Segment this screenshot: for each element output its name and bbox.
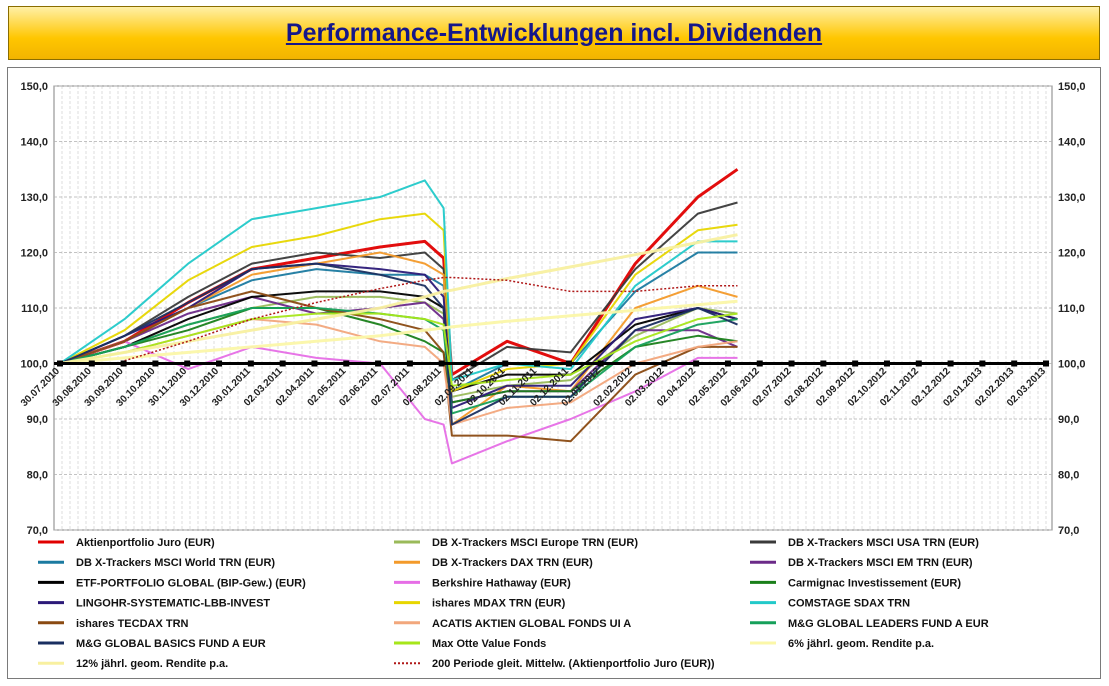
series-line-11: [59, 212, 738, 393]
legend-label: DB X-Trackers DAX TRN (EUR): [432, 557, 593, 569]
y-tick-label-left: 110,0: [21, 303, 48, 315]
baseline-marker: [247, 360, 254, 367]
series-line-18: [59, 299, 738, 365]
baseline-marker: [438, 360, 445, 367]
y-tick-label-right: 80,0: [1058, 470, 1079, 482]
legend-label: Berkshire Hathaway (EUR): [432, 577, 571, 589]
series-line-20: [124, 276, 738, 362]
y-tick-label-right: 150,0: [1058, 81, 1086, 93]
baseline-marker: [311, 360, 318, 367]
baseline-marker: [1011, 360, 1018, 367]
baseline-marker: [216, 360, 223, 367]
series-line-3: [59, 201, 738, 382]
baseline-marker: [57, 360, 63, 367]
legend-label: DB X-Trackers MSCI Europe TRN (EUR): [432, 537, 638, 549]
baseline-marker: [375, 360, 382, 367]
chart-title: Performance-Entwicklungen incl. Dividend…: [285, 18, 823, 47]
baseline-marker: [629, 360, 636, 367]
chart-title-banner: Performance-Entwicklungen incl. Dividend…: [8, 6, 1100, 60]
legend-label: LINGOHR-SYSTEMATIC-LBB-INVEST: [76, 598, 270, 610]
baseline-marker: [756, 360, 763, 367]
series-line-13: [59, 290, 738, 443]
legend-label: DB X-Trackers MSCI USA TRN (EUR): [788, 537, 979, 549]
baseline-marker: [565, 360, 572, 367]
baseline-marker: [1043, 360, 1049, 367]
legend-label: ETF-PORTFOLIO GLOBAL (BIP-Gew.) (EUR): [76, 577, 306, 589]
legend-label: Carmignac Investissement (EUR): [788, 577, 961, 589]
baseline-marker: [788, 360, 795, 367]
series-line-7: [59, 290, 738, 393]
y-tick-label-left: 140,0: [20, 137, 48, 149]
legend-label: 200 Periode gleit. Mittelw. (Aktienportf…: [432, 658, 715, 670]
baseline-marker: [88, 360, 95, 367]
y-tick-label-right: 130,0: [1058, 192, 1086, 204]
baseline-marker: [597, 360, 604, 367]
series-line-16: [59, 262, 738, 426]
baseline-marker: [502, 360, 509, 367]
baseline-marker: [883, 360, 890, 367]
y-tick-label-left: 80,0: [27, 470, 48, 482]
baseline-marker: [279, 360, 286, 367]
baseline-marker: [120, 360, 127, 367]
baseline-marker: [820, 360, 827, 367]
series-line-17: [59, 312, 738, 387]
baseline-marker: [343, 360, 350, 367]
y-tick-label-left: 70,0: [27, 525, 48, 537]
legend: Aktienportfolio Juro (EUR) DB X-Trackers …: [38, 537, 989, 670]
baseline-marker: [693, 360, 700, 367]
legend-label: ishares MDAX TRN (EUR): [432, 598, 566, 610]
baseline-marker: [979, 360, 986, 367]
y-tick-label-right: 110,0: [1058, 303, 1085, 315]
legend-label: Aktienportfolio Juro (EUR): [76, 537, 215, 549]
series-line-12: [59, 179, 738, 382]
baseline-marker: [852, 360, 859, 367]
y-tick-label-left: 120,0: [20, 248, 48, 260]
baseline-marker: [915, 360, 922, 367]
baseline-marker: [184, 360, 191, 367]
legend-label: M&G GLOBAL LEADERS FUND A EUR: [788, 618, 989, 630]
y-tick-label-right: 90,0: [1058, 414, 1079, 426]
y-tick-label-right: 120,0: [1058, 248, 1086, 260]
legend-label: DB X-Trackers MSCI World TRN (EUR): [76, 557, 275, 569]
legend-label: 6% jährl. geom. Rendite p.a.: [788, 638, 934, 650]
baseline-marker: [947, 360, 954, 367]
y-tick-label-left: 90,0: [27, 414, 48, 426]
baseline-marker: [534, 360, 541, 367]
chart-frame: 70,0 70,0 80,0 80,0 90,0 90,0 100,0 100,0 110,0 1…: [7, 67, 1101, 679]
series-line-10: [59, 262, 738, 409]
series-line-15: [59, 307, 738, 415]
legend-label: COMSTAGE SDAX TRN: [788, 598, 910, 610]
legend-label: ACATIS AKTIEN GLOBAL FONDS UI A: [432, 618, 631, 630]
baseline-marker: [724, 360, 731, 367]
y-tick-label-right: 100,0: [1058, 359, 1086, 371]
baseline-marker: [661, 360, 668, 367]
y-tick-label-left: 130,0: [20, 192, 48, 204]
y-tick-label-right: 140,0: [1058, 137, 1086, 149]
chart-svg: 70,0 70,0 80,0 80,0 90,0 90,0 100,0 100,0 110,0 1…: [19, 81, 1086, 670]
series-group: [59, 168, 739, 465]
baseline-marker: [470, 360, 477, 367]
legend-label: Max Otte Value Fonds: [432, 638, 546, 650]
legend-label: 12% jährl. geom. Rendite p.a.: [76, 658, 228, 670]
baseline-marker: [406, 360, 413, 367]
series-line-8: [59, 340, 738, 465]
y-tick-label-left: 150,0: [20, 81, 48, 93]
legend-label: DB X-Trackers MSCI EM TRN (EUR): [788, 557, 973, 569]
legend-label: ishares TECDAX TRN: [76, 618, 189, 630]
baseline-marker: [152, 360, 159, 367]
legend-label: M&G GLOBAL BASICS FUND A EUR: [76, 638, 266, 650]
series-line-19: [59, 233, 738, 365]
y-tick-label-right: 70,0: [1058, 525, 1079, 537]
y-tick-label-left: 100,0: [20, 359, 48, 371]
